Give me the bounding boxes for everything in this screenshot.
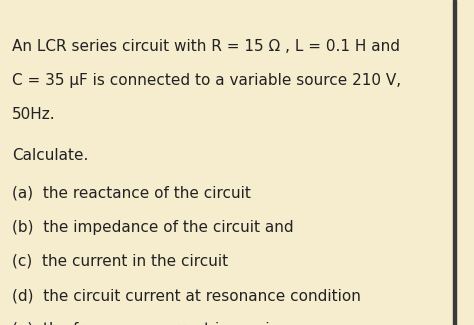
Text: (c)  the current in the circuit: (c) the current in the circuit xyxy=(12,254,228,269)
Text: (a)  the reactance of the circuit: (a) the reactance of the circuit xyxy=(12,186,251,201)
Text: An LCR series circuit with R = 15 Ω , L = 0.1 H and: An LCR series circuit with R = 15 Ω , L … xyxy=(12,39,400,54)
Text: 50Hz.: 50Hz. xyxy=(12,107,55,122)
Text: Calculate.: Calculate. xyxy=(12,148,88,163)
Text: C = 35 μF is connected to a variable source 210 V,: C = 35 μF is connected to a variable sou… xyxy=(12,73,401,88)
Bar xyxy=(453,0,456,325)
Text: (e)  the frequency current is maximum: (e) the frequency current is maximum xyxy=(12,322,309,325)
Text: (d)  the circuit current at resonance condition: (d) the circuit current at resonance con… xyxy=(12,288,361,303)
Text: (b)  the impedance of the circuit and: (b) the impedance of the circuit and xyxy=(12,220,293,235)
